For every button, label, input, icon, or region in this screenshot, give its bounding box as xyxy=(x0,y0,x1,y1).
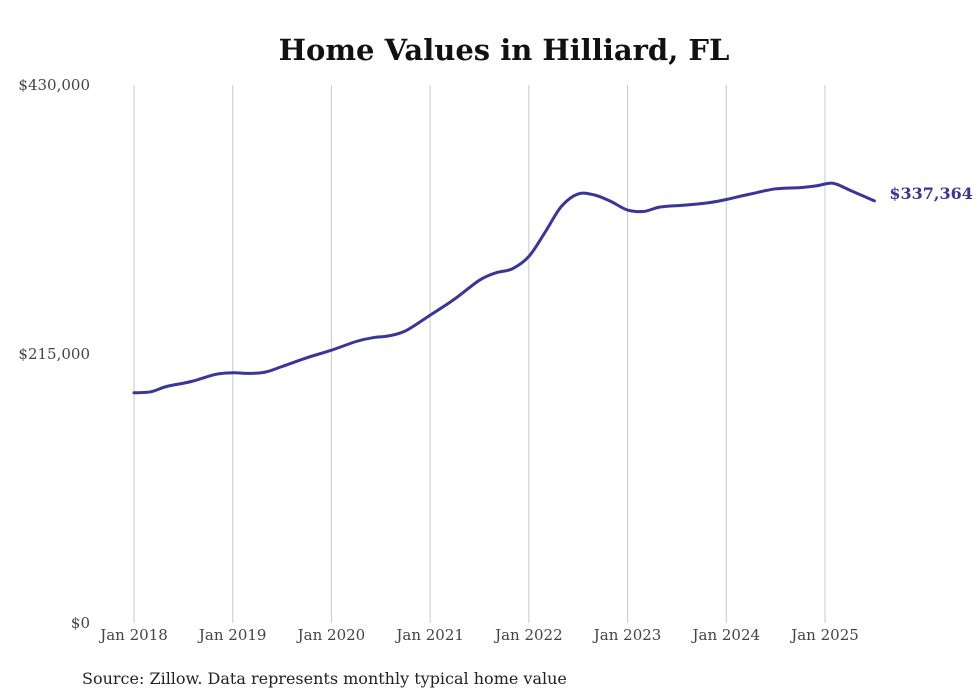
chart-title: Home Values in Hilliard, FL xyxy=(279,33,730,67)
x-tick-label: Jan 2023 xyxy=(592,626,662,644)
x-tick-label: Jan 2022 xyxy=(493,626,563,644)
x-axis-ticks: Jan 2018 Jan 2019 Jan 2020 Jan 2021 Jan 2022… xyxy=(98,626,859,644)
series-layer: $337,364 xyxy=(132,181,973,395)
x-tick-label: Jan 2025 xyxy=(789,626,859,644)
y-tick-label: $430,000 xyxy=(18,76,90,94)
series-line-0 xyxy=(132,181,876,395)
gridlines xyxy=(133,85,826,623)
y-axis-ticks: $0 $215,000 $430,000 xyxy=(18,76,90,632)
end-value-label: $337,364 xyxy=(889,184,973,203)
y-tick-label: $0 xyxy=(71,614,90,632)
y-tick-label: $215,000 xyxy=(18,345,90,363)
x-tick-label: Jan 2019 xyxy=(197,626,267,644)
x-tick-label: Jan 2018 xyxy=(98,626,168,644)
x-tick-label: Jan 2020 xyxy=(296,626,366,644)
x-tick-label: Jan 2021 xyxy=(394,626,464,644)
x-tick-label: Jan 2024 xyxy=(691,626,761,644)
source-note: Source: Zillow. Data represents monthly … xyxy=(82,669,567,688)
